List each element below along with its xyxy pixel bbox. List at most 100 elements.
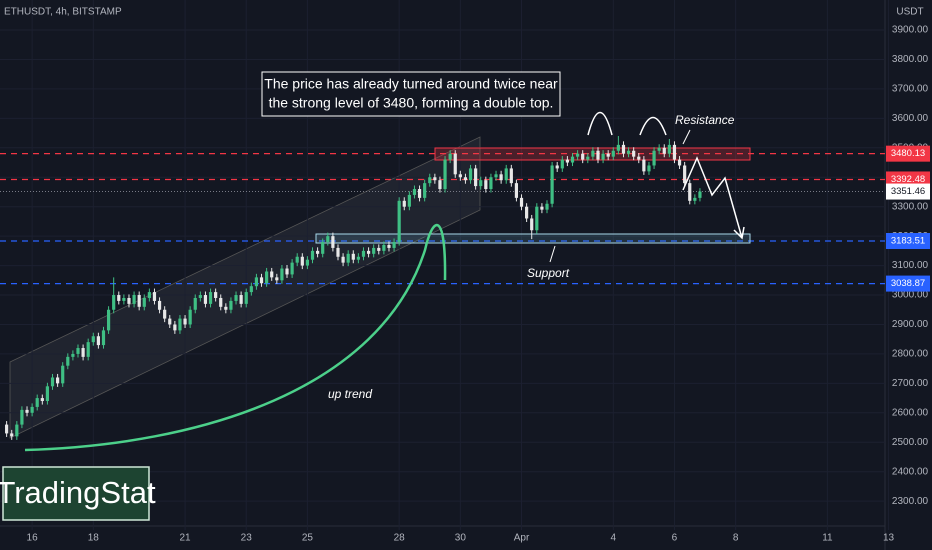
x-tick-label: 8 bbox=[733, 533, 739, 544]
y-tick-label: 2700.00 bbox=[892, 378, 929, 389]
candle-body bbox=[550, 165, 554, 204]
candle-body bbox=[448, 153, 452, 160]
candle-body bbox=[305, 259, 310, 266]
candle-body bbox=[61, 365, 65, 384]
candle-body bbox=[591, 150, 595, 157]
level-label: 3392.48 bbox=[891, 174, 925, 185]
candle-body bbox=[168, 318, 172, 325]
level-label: 3038.87 bbox=[891, 278, 925, 289]
pointer-arrows bbox=[549, 129, 691, 263]
y-tick-label: 3100.00 bbox=[892, 260, 929, 271]
candle-body bbox=[183, 318, 187, 325]
candle-body bbox=[50, 377, 55, 387]
y-tick-label: 2600.00 bbox=[892, 407, 929, 418]
note-box bbox=[261, 71, 561, 117]
candle-body bbox=[519, 197, 524, 207]
candle-body bbox=[581, 153, 585, 160]
x-tick-label: 11 bbox=[822, 533, 833, 544]
candle-body bbox=[428, 177, 432, 184]
note-line: the strong level of 3480, forming a doub… bbox=[269, 95, 554, 111]
x-tick-label: 13 bbox=[883, 533, 895, 544]
x-tick-label: 18 bbox=[88, 533, 100, 544]
candle-body bbox=[270, 271, 274, 278]
candle-body bbox=[555, 165, 559, 169]
candle-body bbox=[632, 150, 636, 157]
candle-body bbox=[387, 244, 391, 248]
candle-body bbox=[433, 177, 437, 181]
candle-body bbox=[463, 177, 468, 181]
level-tag bbox=[886, 275, 930, 292]
candle-body bbox=[280, 268, 284, 281]
x-tick-label: 6 bbox=[672, 533, 678, 544]
candle-body bbox=[392, 242, 396, 248]
y-tick-label: 3700.00 bbox=[892, 84, 929, 95]
candle-body bbox=[601, 153, 605, 160]
logo-box bbox=[2, 466, 150, 521]
candle-body bbox=[244, 292, 248, 304]
candle-body bbox=[290, 262, 294, 275]
x-tick-label: 30 bbox=[455, 533, 467, 544]
double-top-marks bbox=[587, 112, 667, 136]
candle-body bbox=[672, 144, 677, 160]
candle-body bbox=[239, 295, 243, 304]
x-tick-label: 4 bbox=[610, 533, 616, 544]
y-tick-label: 3300.00 bbox=[892, 201, 929, 212]
candle-body bbox=[423, 183, 427, 198]
candle-body bbox=[188, 309, 192, 325]
candle-body bbox=[66, 356, 70, 366]
last-price-label: 3351.46 bbox=[891, 186, 925, 197]
candle-body bbox=[351, 253, 355, 260]
candle-body bbox=[570, 156, 575, 163]
candle-body bbox=[586, 156, 590, 160]
candle-body bbox=[249, 286, 253, 293]
candle-body bbox=[86, 342, 90, 357]
candle-body bbox=[321, 242, 325, 254]
x-tick-label: 21 bbox=[179, 533, 191, 544]
logo: TradingStat bbox=[0, 475, 156, 510]
candle-body bbox=[178, 318, 182, 331]
candle-body bbox=[499, 174, 503, 181]
candle-body bbox=[35, 398, 39, 407]
candle-body bbox=[254, 277, 259, 287]
candle-body bbox=[438, 180, 442, 190]
y-tick-label: 2400.00 bbox=[892, 466, 929, 477]
candle-body bbox=[198, 295, 202, 298]
candle-body bbox=[101, 330, 106, 346]
candle-body bbox=[316, 250, 320, 254]
candle-body bbox=[137, 295, 141, 307]
candle-body bbox=[637, 156, 641, 160]
candle-body bbox=[662, 147, 666, 154]
candle-body bbox=[494, 174, 498, 178]
candle-body bbox=[157, 300, 162, 310]
candle-body bbox=[372, 247, 376, 254]
candle-body bbox=[300, 256, 304, 266]
candle-body bbox=[40, 398, 44, 402]
candle-body bbox=[356, 256, 360, 260]
y-tick-label: 3900.00 bbox=[892, 25, 929, 36]
candle-body bbox=[560, 159, 564, 169]
candle-body bbox=[224, 306, 228, 310]
x-tick-label: Apr bbox=[514, 533, 530, 544]
candle-body bbox=[530, 218, 534, 231]
candle-body bbox=[336, 247, 340, 257]
candle-body bbox=[132, 295, 136, 304]
candle-body bbox=[535, 206, 539, 231]
candle-body bbox=[331, 236, 335, 248]
candle-body bbox=[397, 200, 401, 243]
candle-body bbox=[412, 189, 417, 195]
candle-body bbox=[163, 309, 167, 319]
candle-body bbox=[234, 295, 238, 301]
note-line: The price has already turned around twic… bbox=[264, 76, 558, 92]
candle-body bbox=[259, 277, 264, 284]
candle-body bbox=[152, 292, 157, 301]
candle-body bbox=[611, 150, 615, 157]
candle-body bbox=[219, 297, 223, 307]
candle-body bbox=[657, 147, 661, 151]
candle-body bbox=[596, 150, 600, 160]
candle-body bbox=[474, 168, 478, 187]
x-tick-label: 23 bbox=[241, 533, 253, 544]
level-label: 3480.13 bbox=[891, 148, 925, 159]
candles bbox=[5, 136, 702, 440]
candle-body bbox=[147, 292, 151, 298]
